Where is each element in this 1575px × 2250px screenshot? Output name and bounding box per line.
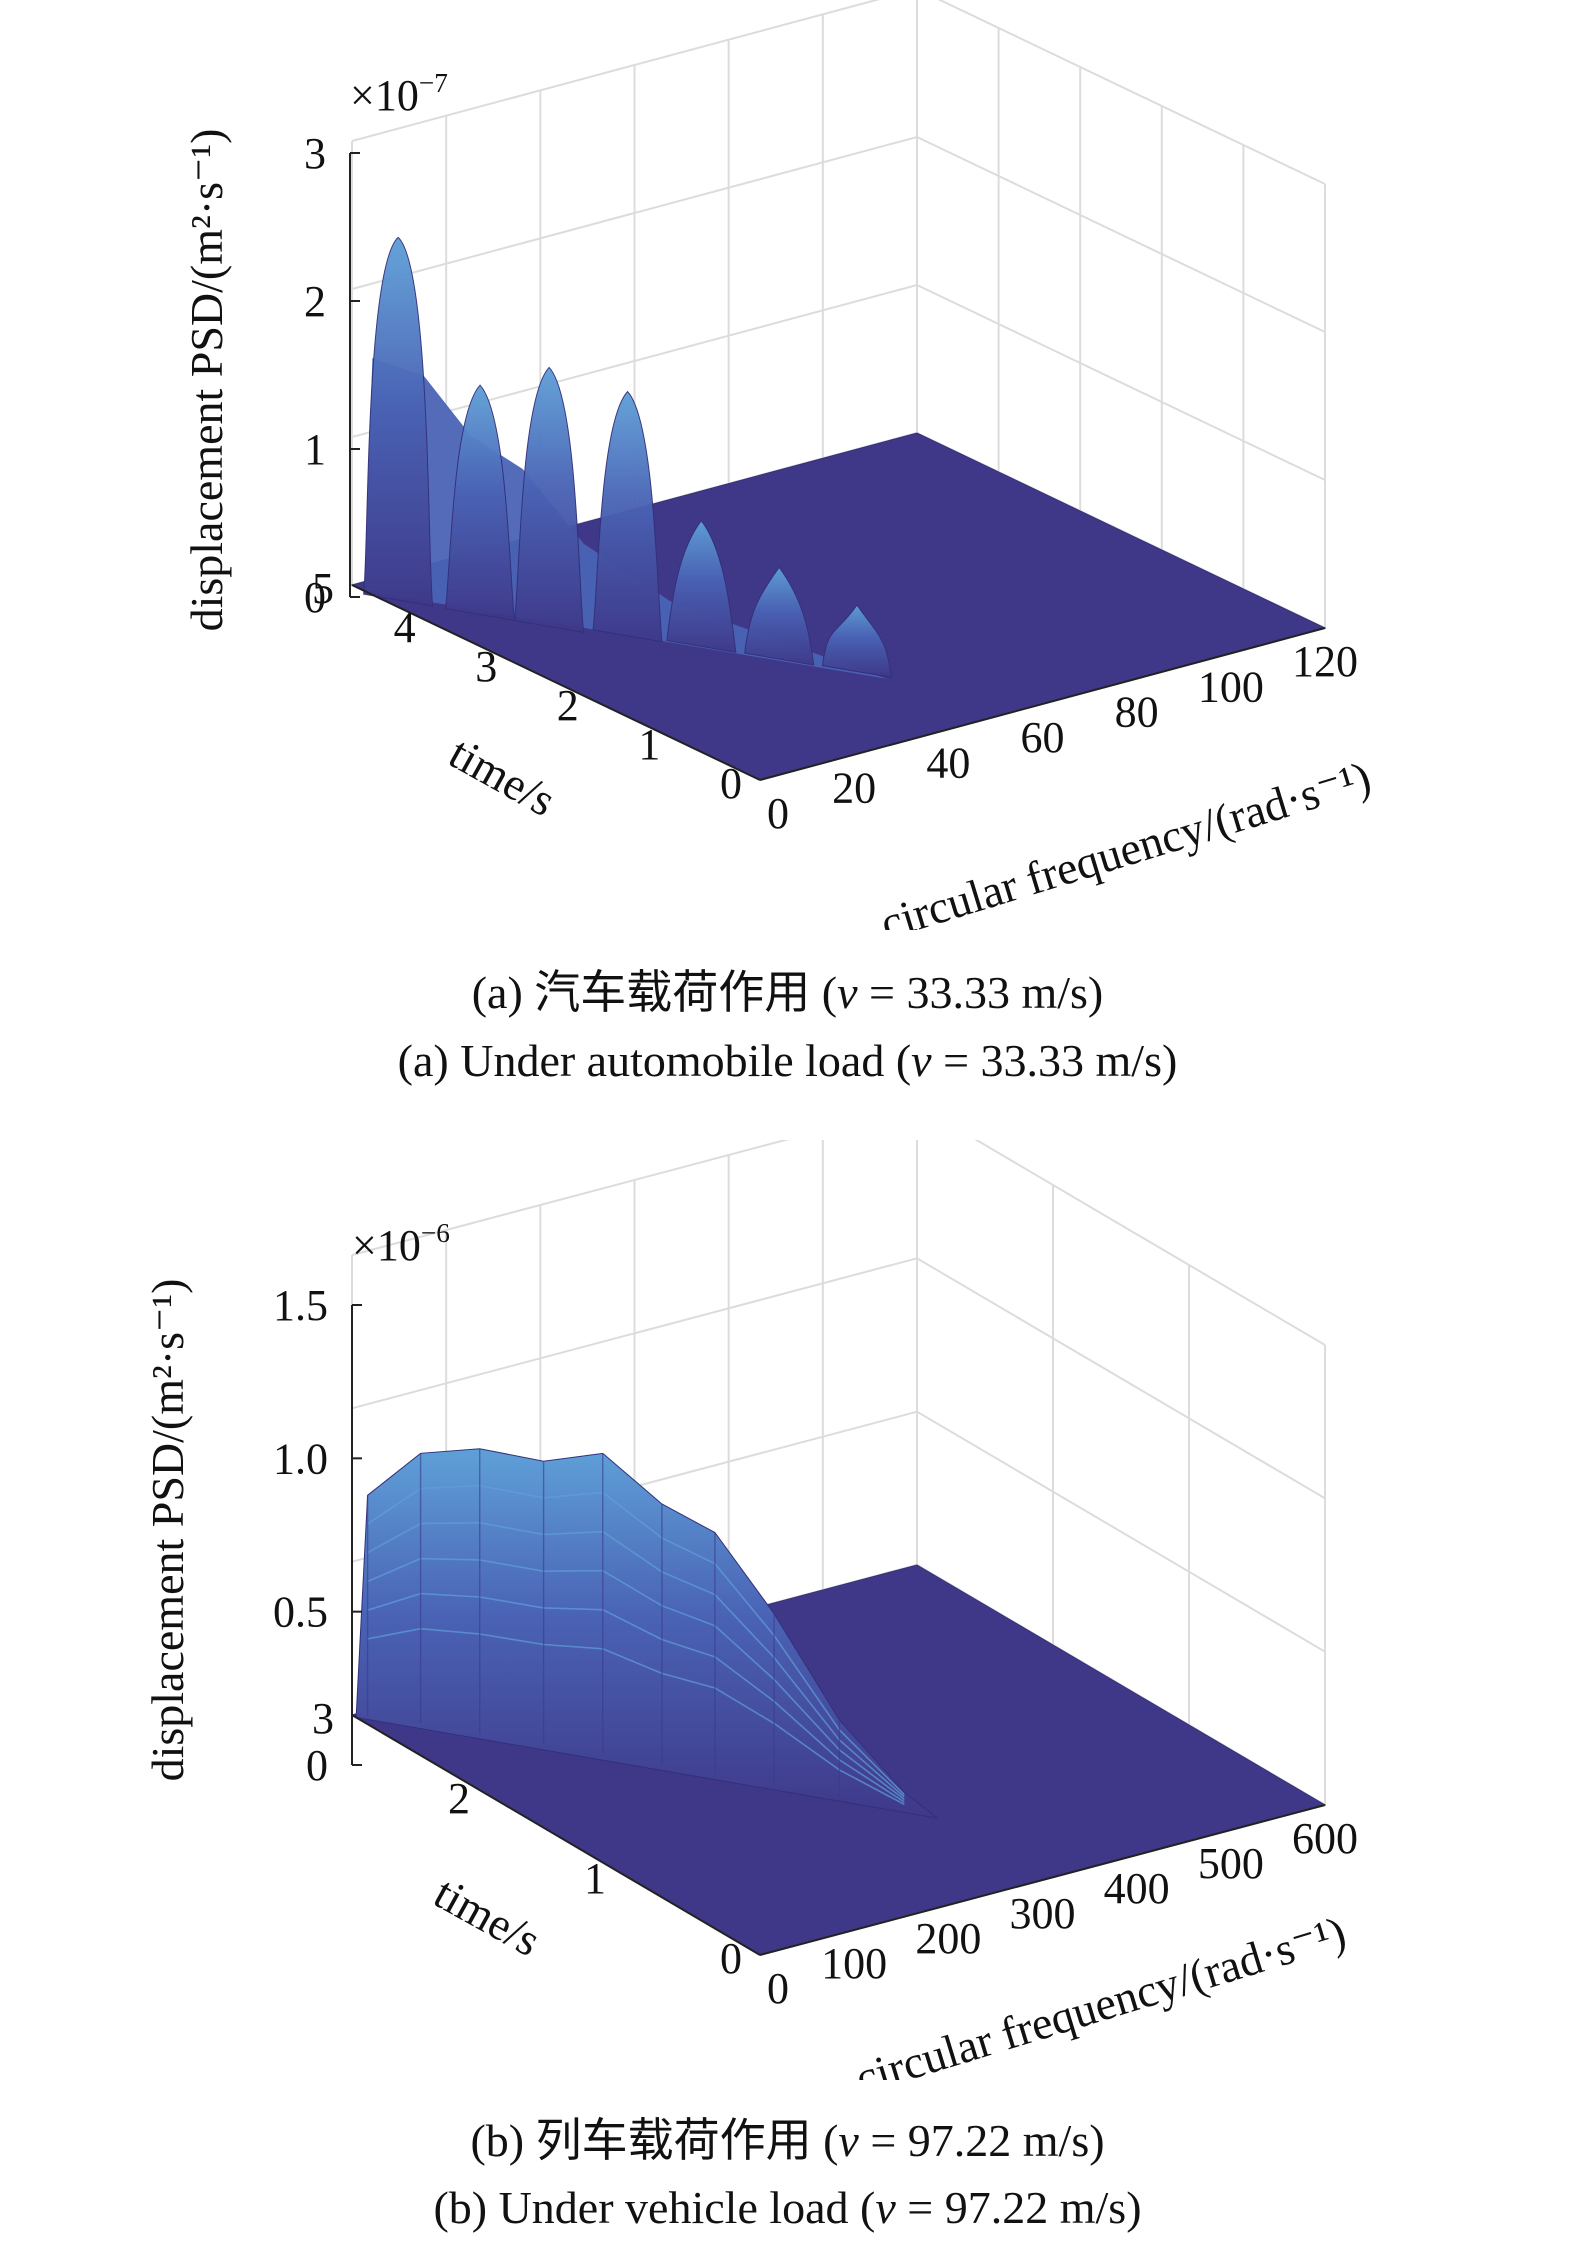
x-tick-label: 100 [1198,662,1264,711]
caption-a-en: (a) Under automobile load (v = 33.33 m/s… [0,1038,1575,1084]
surface-peak [744,566,815,666]
x-tick-label: 300 [1010,1889,1076,1938]
grid-line-z [351,1140,1326,1346]
y-tick-label: 2 [448,1774,470,1823]
z-tick-label: 0 [304,573,326,622]
caption-b-en-tail: = 97.22 m/s) [895,2182,1142,2233]
y-tick-label: 1 [584,1854,606,1903]
z-tick-label: 3 [304,129,326,178]
x-tick-label: 500 [1198,1839,1264,1888]
z-tick-label: 2 [304,277,326,326]
y-tick-label: 3 [312,1694,334,1743]
surface-peak [666,519,737,654]
y-tick-label: 0 [720,1934,742,1983]
surface-peak [444,384,516,622]
z-tick-label: 0 [306,1741,328,1790]
x-tick-label: 200 [915,1914,981,1963]
grid-line-z [351,135,1326,333]
y-axis-label: time/s [441,727,564,826]
x-axis-line [759,1804,1326,1956]
caption-b-en: (b) Under vehicle load (v = 97.22 m/s) [0,2185,1575,2231]
z-tick-label: 1.5 [273,1281,328,1330]
surface-streak [367,1557,906,1801]
caption-a-en-prefix: (a) Under automobile load ( [397,1035,912,1086]
z-axis-label: displacement PSD/(m²·s⁻¹) [181,129,232,632]
caption-a-en-tail: = 33.33 m/s) [931,1035,1178,1086]
surface-peak [514,366,585,634]
x-tick-label: 100 [821,1939,887,1988]
y-axis-label: time/s [426,1867,549,1966]
y-tick-label: 5 [312,564,334,613]
x-tick-label: 600 [1292,1814,1358,1863]
x-tick-label: 60 [1021,713,1065,762]
grid-line-z [351,0,1326,185]
caption-a-zh-prefix: (a) 汽车载荷作用 ( [471,967,838,1018]
x-tick-label: 40 [926,738,970,787]
caption-b-zh-tail: = 97.22 m/s) [858,2115,1105,2166]
y-tick-label: 4 [394,603,416,652]
y-tick-label: 1 [638,720,660,769]
surface-streak [367,1627,906,1806]
caption-b-zh-prefix: (b) 列车载荷作用 ( [470,2115,839,2166]
caption-a-zh-tail: = 33.33 m/s) [857,967,1104,1018]
chart-panel-a: 0 1 2 3 0 20 40 60 80 100 120 0 1 2 3 4 5 ×10−7 time/s circ… [0,0,1575,1084]
z-exponent-label: ×10−7 [350,68,448,120]
y-tick-label: 3 [475,642,497,691]
surface-peak [821,604,893,679]
y-axis-line [351,584,761,781]
caption-b-zh-v: v [838,2115,859,2166]
surface-streak [367,1484,906,1796]
x-tick-label: 80 [1115,688,1159,737]
z-tick-label: 1 [304,425,326,474]
surface-streak [367,1592,906,1803]
caption-b-zh: (b) 列车载荷作用 (v = 97.22 m/s) [0,2118,1575,2164]
z-axis-label: displacement PSD/(m²·s⁻¹) [142,1279,193,1782]
surface-peak [363,236,434,607]
y-tick-label: 0 [720,759,742,808]
caption-a-en-v: v [911,1035,932,1086]
y-tick-label: 2 [557,681,579,730]
caption-b-en-v: v [875,2182,896,2233]
x-tick-label: 120 [1292,637,1358,686]
x-tick-label: 0 [767,789,789,838]
caption-a-zh: (a) 汽车载荷作用 (v = 33.33 m/s) [0,970,1575,1016]
chart-panel-b: 0 0.5 1.0 1.5 0 100 200 300 400 500 600 0 1 2 3 ×10−6 ti… [0,1140,1575,2250]
caption-b-en-prefix: (b) Under vehicle load ( [433,2182,876,2233]
z-exponent-label: ×10−6 [352,1218,450,1270]
caption-a-zh-v: v [837,967,858,1018]
surface-streak [367,1521,906,1799]
z-tick-label: 1.0 [273,1434,328,1483]
z-tick-label: 0.5 [273,1588,328,1637]
surface-peak [592,390,663,643]
x-axis-line [759,627,1326,781]
y-axis-line [351,1714,761,1956]
x-tick-label: 20 [832,764,876,813]
x-tick-label: 400 [1104,1864,1170,1913]
x-tick-label: 0 [767,1964,789,2013]
surface-plot-b: 0 0.5 1.0 1.5 0 100 200 300 400 500 600 0 1 2 3 ×10−6 ti… [142,1140,1358,2080]
